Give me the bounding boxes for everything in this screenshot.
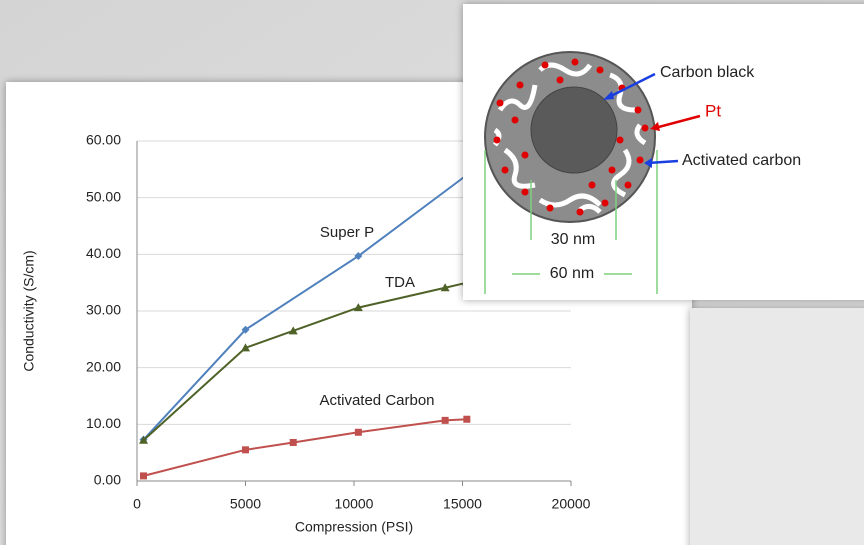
diagram-label: 60 nm xyxy=(550,265,594,282)
diagram-label: Activated carbon xyxy=(682,152,801,169)
side-panel xyxy=(690,308,864,545)
diagram-label: Pt xyxy=(705,101,721,120)
y-tick-label: 10.00 xyxy=(86,415,121,431)
diagram-label: 30 nm xyxy=(551,231,595,248)
data-point xyxy=(355,429,362,436)
data-point xyxy=(242,446,249,453)
y-tick-label: 60.00 xyxy=(86,132,121,148)
y-tick-label: 30.00 xyxy=(86,302,121,318)
y-tick-label: 40.00 xyxy=(86,245,121,261)
y-tick-label: 0.00 xyxy=(94,472,121,488)
diagram: Carbon black Pt Activated carbon 30 nm 6… xyxy=(463,4,864,300)
x-tick-label: 15000 xyxy=(443,496,482,512)
y-tick-label: 20.00 xyxy=(86,358,121,374)
x-tick-label: 20000 xyxy=(552,496,591,512)
x-tick-label: 5000 xyxy=(230,496,261,512)
page: 20000 15000 10000 5000 0 60.00 50.00 40.00 30.00… xyxy=(0,0,864,545)
series-annotation: TDA xyxy=(385,274,415,291)
y-axis-title: Conductivity (S/cm) xyxy=(21,250,37,371)
data-point xyxy=(140,472,147,479)
x-tick-label: 10000 xyxy=(335,496,374,512)
diagram-label: Carbon black xyxy=(660,64,755,81)
series-annotation: Super P xyxy=(320,224,374,241)
x-axis-title: Compression (PSI) xyxy=(295,519,413,535)
data-point xyxy=(290,439,297,446)
y-tick-label: 50.00 xyxy=(86,188,121,204)
x-tick-label: 0 xyxy=(133,496,141,512)
data-point xyxy=(463,416,470,423)
data-point xyxy=(442,417,449,424)
series-annotation: Activated Carbon xyxy=(319,392,434,409)
